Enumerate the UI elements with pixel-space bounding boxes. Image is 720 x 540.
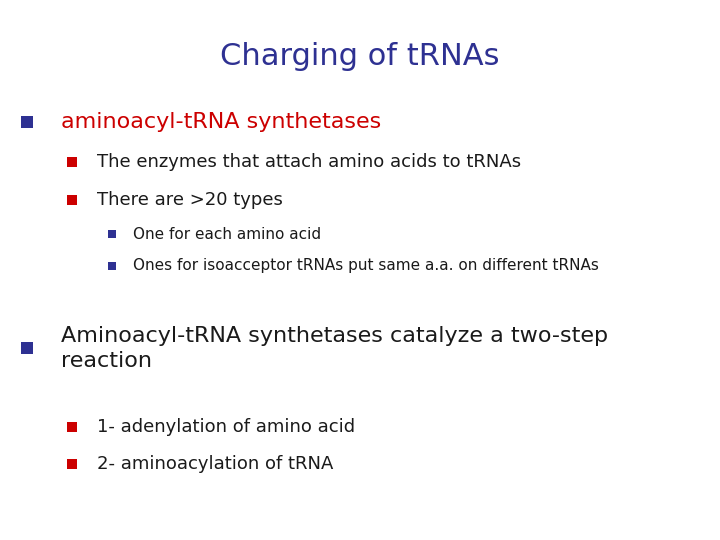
- Point: [66, 422, 78, 431]
- Text: Aminoacyl-tRNA synthetases catalyze a two-step
reaction: Aminoacyl-tRNA synthetases catalyze a tw…: [61, 326, 608, 370]
- Text: There are >20 types: There are >20 types: [97, 191, 283, 209]
- Text: The enzymes that attach amino acids to tRNAs: The enzymes that attach amino acids to t…: [97, 153, 521, 171]
- Point: [106, 261, 117, 270]
- Text: Ones for isoacceptor tRNAs put same a.a. on different tRNAs: Ones for isoacceptor tRNAs put same a.a.…: [133, 258, 599, 273]
- Text: Charging of tRNAs: Charging of tRNAs: [220, 42, 500, 71]
- Point: [66, 460, 78, 469]
- Point: [66, 158, 78, 166]
- Point: [66, 195, 78, 204]
- Text: aminoacyl-tRNA synthetases: aminoacyl-tRNA synthetases: [61, 111, 382, 132]
- Point: [22, 344, 33, 353]
- Text: One for each amino acid: One for each amino acid: [133, 227, 321, 242]
- Point: [22, 117, 33, 126]
- Text: 1- adenylation of amino acid: 1- adenylation of amino acid: [97, 417, 356, 436]
- Text: 2- aminoacylation of tRNA: 2- aminoacylation of tRNA: [97, 455, 333, 474]
- Point: [106, 230, 117, 239]
